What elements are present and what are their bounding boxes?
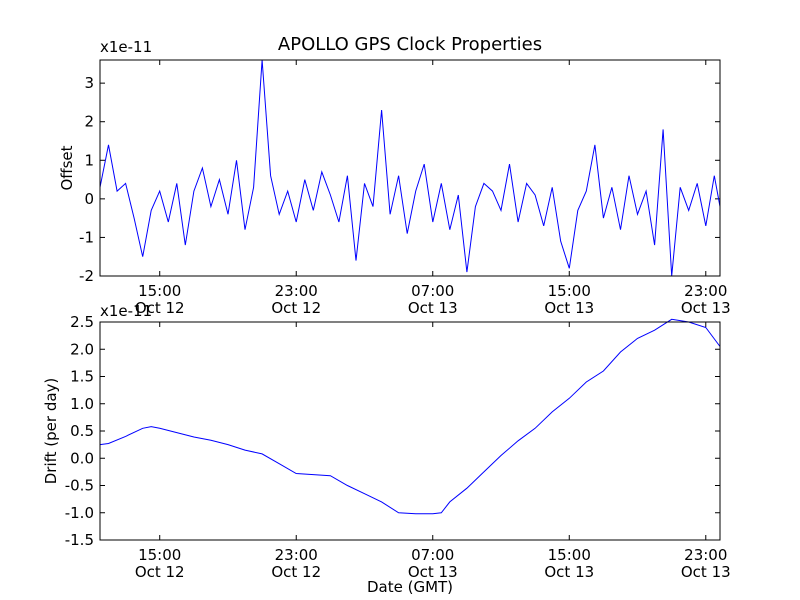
- y-tick-label: -1: [79, 228, 94, 246]
- x-tick-label-time: 23:00: [275, 546, 318, 564]
- drift-series-line: [99, 318, 721, 515]
- y-tick-label: 2.0: [70, 340, 94, 358]
- x-axis-label: Date (GMT): [367, 578, 453, 596]
- x-tick-label-time: 07:00: [411, 282, 454, 300]
- y-tick-label: -1.0: [65, 504, 94, 522]
- x-tick-label-time: 23:00: [275, 282, 318, 300]
- x-tick-label-date: Oct 13: [408, 563, 458, 581]
- x-tick-label-time: 07:00: [411, 546, 454, 564]
- offset-axes-frame: [99, 59, 721, 277]
- offset-scale-text: x1e-11: [100, 38, 152, 56]
- x-tick-label-time: 15:00: [548, 282, 591, 300]
- y-tick-label: -0.5: [65, 477, 94, 495]
- y-tick-label: -1.5: [65, 531, 94, 549]
- y-tick-label: 2.5: [70, 313, 94, 331]
- y-tick-label: 1: [84, 151, 94, 169]
- x-tick-label-date: Oct 12: [271, 299, 321, 317]
- offset-ticks: [100, 60, 720, 277]
- y-tick-label: 1.0: [70, 395, 94, 413]
- x-tick-label-date: Oct 13: [544, 563, 594, 581]
- chart-title: APOLLO GPS Clock Properties: [278, 34, 542, 55]
- x-tick-label-time: 15:00: [138, 282, 181, 300]
- drift-axes-frame: [99, 321, 721, 541]
- x-tick-label-date: Oct 12: [135, 563, 185, 581]
- offset-axis-label: Offset: [58, 145, 76, 190]
- offset-series-line: [99, 59, 721, 277]
- y-tick-label: -2: [79, 267, 94, 285]
- y-tick-label: 3: [84, 74, 94, 92]
- x-tick-label-date: Oct 13: [408, 299, 458, 317]
- y-tick-label: 2: [84, 113, 94, 131]
- x-tick-label-date: Oct 12: [271, 563, 321, 581]
- x-tick-label-time: 15:00: [138, 546, 181, 564]
- drift-scale-text: x1e-11: [100, 302, 152, 320]
- y-tick-label: 0: [84, 190, 94, 208]
- drift-axis-label: Drift (per day): [42, 378, 60, 485]
- y-tick-label: 0.5: [70, 422, 94, 440]
- x-tick-label-date: Oct 12: [135, 299, 185, 317]
- x-tick-label-time: 23:00: [684, 546, 727, 564]
- x-tick-label-date: Oct 13: [544, 299, 594, 317]
- x-tick-label-time: 15:00: [548, 546, 591, 564]
- x-tick-label-date: Oct 13: [681, 563, 731, 581]
- x-tick-label-time: 23:00: [684, 282, 727, 300]
- y-tick-label: 1.5: [70, 368, 94, 386]
- x-tick-label-date: Oct 13: [681, 299, 731, 317]
- y-tick-label: 0.0: [70, 449, 94, 467]
